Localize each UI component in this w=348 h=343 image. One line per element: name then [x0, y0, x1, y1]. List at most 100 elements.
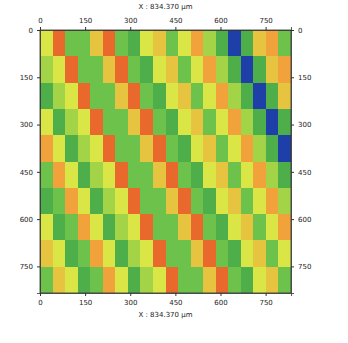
cell: [78, 201, 91, 215]
cell: [40, 280, 53, 293]
tick: 600: [214, 17, 227, 30]
tick-label: 600: [298, 216, 311, 224]
cell: [128, 43, 141, 57]
cell: [278, 69, 291, 83]
cell: [115, 135, 128, 149]
cell: [78, 162, 91, 176]
cell: [103, 83, 116, 97]
cell: [241, 56, 254, 70]
cell: [140, 30, 153, 44]
cell: [103, 280, 116, 293]
cell: [53, 69, 66, 83]
cell: [103, 69, 116, 83]
cell: [90, 148, 103, 162]
cell: [78, 30, 91, 44]
cell: [128, 83, 141, 97]
cell: [278, 188, 291, 202]
tick: 750: [291, 263, 311, 271]
tick: 300: [291, 121, 311, 129]
cell: [140, 122, 153, 136]
cell: [103, 135, 116, 149]
tick-label: 150: [20, 74, 33, 82]
tick-label: 450: [298, 169, 311, 177]
cell: [53, 254, 66, 268]
cell: [78, 188, 91, 202]
cell: [191, 30, 204, 44]
cell: [53, 214, 66, 228]
cell: [103, 201, 116, 215]
cell: [103, 148, 116, 162]
cell: [153, 69, 166, 83]
cell: [53, 240, 66, 254]
cell: [191, 254, 204, 268]
cell: [53, 56, 66, 70]
tick: 150: [291, 74, 311, 82]
cell: [128, 109, 141, 123]
cell: [228, 227, 241, 241]
tick-label: 750: [259, 299, 272, 307]
cell: [278, 148, 291, 162]
tick: 450: [291, 169, 311, 177]
cell: [90, 56, 103, 70]
cell: [203, 43, 216, 57]
cell: [90, 280, 103, 293]
cell: [40, 267, 53, 281]
cell: [178, 56, 191, 70]
cell: [128, 201, 141, 215]
cell: [65, 148, 78, 162]
tick-mark: [266, 27, 267, 30]
cell: [241, 227, 254, 241]
tick: 600: [214, 293, 227, 307]
cell: [128, 254, 141, 268]
cell: [253, 30, 266, 44]
cell: [203, 148, 216, 162]
cell: [140, 109, 153, 123]
cell: [115, 83, 128, 97]
cell: [78, 227, 91, 241]
cell: [178, 240, 191, 254]
cell: [40, 254, 53, 268]
axis-line: [292, 31, 295, 294]
tick-mark: [37, 125, 40, 126]
cell: [140, 83, 153, 97]
tick-mark: [130, 293, 131, 296]
cell: [65, 69, 78, 83]
cell: [191, 43, 204, 57]
cell: [115, 148, 128, 162]
cell: [191, 227, 204, 241]
cell: [153, 162, 166, 176]
cell: [140, 201, 153, 215]
tick: 300: [20, 121, 40, 129]
cell: [278, 30, 291, 44]
cell: [40, 162, 53, 176]
cell: [40, 122, 53, 136]
cell: [128, 227, 141, 241]
cell: [53, 83, 66, 97]
cell: [140, 188, 153, 202]
cell: [140, 254, 153, 268]
cell: [253, 214, 266, 228]
cell: [191, 267, 204, 281]
cell: [166, 240, 179, 254]
cell: [90, 96, 103, 110]
cell: [241, 280, 254, 293]
cell: [128, 122, 141, 136]
cell: [65, 109, 78, 123]
cell: [115, 267, 128, 281]
cell: [40, 135, 53, 149]
cell: [128, 56, 141, 70]
cell: [115, 162, 128, 176]
cell: [90, 214, 103, 228]
cell: [228, 188, 241, 202]
cell: [90, 240, 103, 254]
cell: [40, 56, 53, 70]
cell: [253, 135, 266, 149]
cell: [103, 175, 116, 189]
cell: [90, 43, 103, 57]
cell: [153, 96, 166, 110]
cell: [241, 162, 254, 176]
tick-label: 750: [259, 17, 272, 25]
tick-label: 450: [20, 169, 33, 177]
cell: [278, 240, 291, 254]
cell: [178, 122, 191, 136]
